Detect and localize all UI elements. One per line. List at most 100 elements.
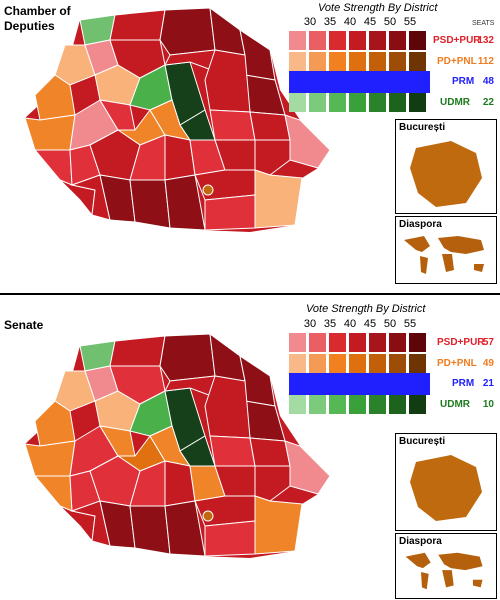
county-constanta[interactable] (254, 495, 303, 555)
county-caras[interactable] (33, 475, 73, 512)
county-teleorman[interactable] (129, 179, 171, 229)
bucharest-marker[interactable] (202, 510, 214, 522)
udmr-swatch-2 (329, 395, 346, 414)
prm-seats: 21 (482, 378, 494, 389)
prm-label: PRM (452, 76, 475, 87)
pd-swatches (289, 354, 429, 373)
county-vrancea[interactable] (209, 435, 256, 467)
county-tulcea[interactable] (284, 440, 331, 495)
county-tulcea[interactable] (284, 114, 331, 169)
psd-swatch-1 (309, 333, 326, 352)
county-calarasi[interactable] (204, 194, 256, 231)
county-maramures[interactable] (109, 335, 166, 367)
pd-swatch-5 (389, 354, 406, 373)
prm-label: PRM (452, 378, 475, 389)
udmr-swatch-3 (349, 93, 366, 112)
udmr-swatch-6 (409, 395, 426, 414)
county-timis[interactable] (24, 440, 76, 477)
bucuresti-inset[interactable]: București (395, 433, 497, 531)
pd-swatch-0 (289, 52, 306, 71)
psd-swatches (289, 31, 429, 50)
county-vaslui[interactable] (244, 400, 286, 442)
psd-swatch-6 (409, 333, 426, 352)
pd-swatch-6 (409, 52, 426, 71)
udmr-label: UDMR (440, 97, 470, 108)
pd-swatches (289, 52, 429, 71)
county-botosani[interactable] (209, 6, 246, 56)
county-vrancea[interactable] (209, 109, 256, 141)
psd-label: PSD+PUR (437, 337, 485, 348)
panel-divider (0, 293, 500, 295)
bucharest-marker[interactable] (202, 184, 214, 196)
legend-title: Vote Strength By District (306, 303, 426, 315)
senate-panel: Senate Vote Strength By District 30 35 4… (0, 301, 500, 599)
bucuresti-shape (410, 141, 482, 207)
county-braila[interactable] (254, 139, 291, 176)
chamber-panel: Chamber of Deputies Vote Strength By Dis… (0, 0, 500, 290)
psd-swatch-3 (349, 333, 366, 352)
county-teleorman[interactable] (129, 505, 171, 555)
prm-seats: 48 (482, 76, 494, 87)
county-arad[interactable] (34, 400, 76, 447)
tick-55: 55 (403, 16, 417, 28)
pd-label: PD+PNL (437, 358, 477, 369)
udmr-swatch-3 (349, 395, 366, 414)
county-constanta[interactable] (254, 169, 303, 229)
county-bacau[interactable] (204, 375, 251, 439)
county-timis[interactable] (24, 114, 76, 151)
tick-35: 35 (323, 318, 337, 330)
senate-title: Senate (4, 318, 44, 332)
county-bihor[interactable] (54, 44, 96, 86)
psd-swatch-0 (289, 31, 306, 50)
tick-45: 45 (363, 16, 377, 28)
psd-swatch-4 (369, 333, 386, 352)
diaspora-title: Diaspora (399, 536, 442, 547)
tick-40: 40 (343, 16, 357, 28)
diaspora-inset[interactable]: Diaspora (395, 216, 497, 284)
bucuresti-inset[interactable]: București (395, 119, 497, 214)
udmr-swatch-0 (289, 395, 306, 414)
county-galati[interactable] (249, 437, 291, 467)
county-botosani[interactable] (209, 332, 246, 382)
pd-swatch-2 (329, 354, 346, 373)
county-bihor[interactable] (54, 370, 96, 412)
udmr-swatch-2 (329, 93, 346, 112)
county-calarasi[interactable] (204, 520, 256, 557)
bucuresti-title: București (399, 122, 446, 133)
county-galati[interactable] (249, 111, 291, 141)
tick-50: 50 (383, 16, 397, 28)
udmr-seats: 10 (482, 399, 494, 410)
county-braila[interactable] (254, 465, 291, 502)
county-suceava[interactable] (159, 333, 216, 382)
psd-swatch-4 (369, 31, 386, 50)
udmr-swatches (289, 395, 429, 414)
psd-swatch-0 (289, 333, 306, 352)
udmr-swatch-1 (309, 395, 326, 414)
tick-35: 35 (323, 16, 337, 28)
county-dolj[interactable] (70, 174, 111, 221)
diaspora-inset[interactable]: Diaspora (395, 533, 497, 599)
county-dolj[interactable] (70, 500, 111, 547)
county-bacau[interactable] (204, 49, 251, 113)
pd-label: PD+PNL (437, 56, 477, 67)
psd-swatches (289, 333, 429, 352)
psd-swatch-3 (349, 31, 366, 50)
psd-swatch-5 (389, 31, 406, 50)
county-suceava[interactable] (159, 7, 216, 56)
diaspora-title: Diaspora (399, 219, 442, 230)
pd-swatch-3 (349, 52, 366, 71)
county-maramures[interactable] (109, 9, 166, 41)
county-caras[interactable] (33, 149, 73, 186)
chamber-title: Chamber of Deputies (4, 4, 71, 33)
pd-swatch-2 (329, 52, 346, 71)
world-map (404, 236, 484, 274)
psd-seats: 132 (477, 35, 494, 46)
udmr-swatch-4 (369, 93, 386, 112)
county-arad[interactable] (34, 74, 76, 121)
pd-swatch-4 (369, 354, 386, 373)
county-vaslui[interactable] (244, 74, 286, 116)
pd-swatch-0 (289, 354, 306, 373)
pd-seats: 49 (482, 358, 494, 369)
udmr-swatches (289, 93, 429, 112)
tick-50: 50 (383, 318, 397, 330)
